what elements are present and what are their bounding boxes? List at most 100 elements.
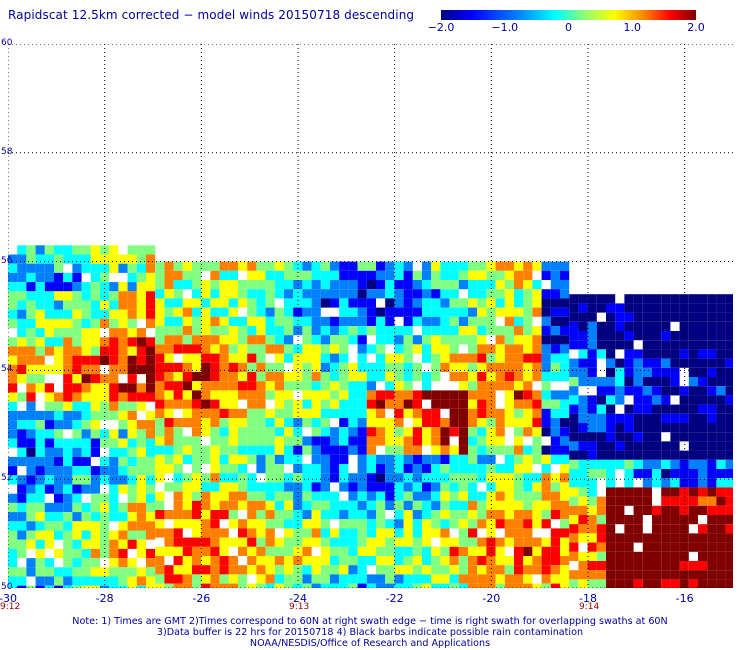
swath-cell	[339, 418, 349, 428]
swath-cell	[477, 270, 487, 280]
swath-cell	[182, 307, 192, 317]
swath-cell	[624, 432, 634, 442]
swath-cell	[596, 377, 606, 387]
swath-cell	[44, 254, 54, 264]
swath-cell	[652, 331, 662, 341]
swath-cell	[385, 436, 395, 446]
swath-cell	[320, 261, 330, 271]
swath-cell	[422, 528, 432, 538]
swath-cell	[422, 418, 432, 428]
swath-cell	[136, 548, 146, 559]
swath-cell	[17, 245, 27, 255]
swath-cell	[127, 539, 137, 549]
swath-cell	[265, 583, 275, 588]
swath-cell	[532, 353, 542, 363]
swath-cell	[182, 500, 192, 510]
swath-cell	[688, 542, 698, 552]
swath-cell	[403, 298, 413, 308]
swath-cell	[670, 533, 680, 543]
swath-cell	[348, 500, 358, 510]
swath-cell	[109, 254, 119, 264]
swath-cell	[81, 300, 91, 310]
swath-cell	[90, 493, 100, 503]
swath-cell	[412, 408, 422, 418]
swath-cell	[72, 254, 82, 264]
swath-cell	[173, 326, 183, 336]
swath-cell	[164, 326, 174, 336]
swath-cell	[256, 381, 266, 391]
swath-cell	[412, 270, 422, 280]
swath-cell	[26, 521, 36, 531]
swath-cell	[578, 395, 588, 405]
swath-cell	[449, 270, 459, 280]
swath-cell	[173, 519, 183, 529]
swath-cell	[247, 270, 257, 280]
swath-cell	[201, 289, 211, 299]
swath-cell	[624, 570, 634, 580]
swath-cell	[366, 408, 376, 418]
swath-cell	[642, 312, 652, 322]
swath-cell	[486, 326, 496, 336]
swath-cell	[504, 482, 514, 492]
swath-cell	[495, 583, 505, 588]
swath-cell	[376, 500, 386, 510]
swath-cell	[146, 254, 156, 264]
swath-cell	[615, 358, 625, 368]
swath-cell	[569, 459, 579, 469]
swath-cell	[458, 298, 468, 308]
swath-cell	[523, 528, 533, 538]
swath-cell	[247, 326, 257, 336]
swath-cell	[155, 491, 165, 501]
swath-cell	[458, 473, 468, 483]
swath-cell	[320, 335, 330, 345]
swath-cell	[661, 570, 671, 580]
swath-cell	[670, 413, 680, 423]
swath-cell	[201, 491, 211, 501]
swath-cell	[44, 263, 54, 273]
swath-cell	[514, 556, 524, 566]
swath-cell	[127, 392, 137, 402]
swath-cell	[228, 418, 238, 428]
swath-cell	[293, 445, 303, 455]
swath-cell	[440, 574, 450, 584]
swath-cell	[716, 450, 726, 460]
swath-cell	[311, 307, 321, 317]
swath-cell	[550, 298, 560, 308]
swath-cell	[394, 454, 404, 464]
swath-cell	[725, 515, 733, 525]
swath-cell	[182, 335, 192, 345]
swath-cell	[90, 438, 100, 448]
swath-cell	[238, 353, 248, 363]
swath-cell	[90, 521, 100, 531]
swath-cell	[431, 316, 441, 326]
swath-cell	[293, 473, 303, 483]
swath-cell	[118, 318, 128, 329]
swath-cell	[560, 473, 570, 483]
swath-cell	[90, 282, 100, 292]
swath-cell	[449, 408, 459, 418]
swath-cell	[155, 528, 165, 538]
swath-cell	[44, 245, 54, 255]
swath-cell	[707, 331, 717, 341]
swath-cell	[716, 404, 726, 414]
swath-cell	[652, 505, 662, 515]
swath-cell	[523, 261, 533, 271]
swath-cell	[514, 445, 524, 455]
swath-cell	[523, 353, 533, 363]
swath-cell	[440, 399, 450, 409]
swath-cell	[228, 399, 238, 409]
swath-cell	[44, 521, 54, 531]
swath-cell	[725, 524, 733, 534]
swath-cell	[100, 438, 110, 448]
swath-cell	[357, 537, 367, 547]
swath-cell	[219, 372, 229, 382]
swath-cell	[523, 574, 533, 584]
swath-cell	[90, 548, 100, 559]
swath-cell	[596, 303, 606, 313]
swath-cell	[596, 413, 606, 423]
swath-cell	[63, 337, 73, 347]
swath-cell	[504, 335, 514, 345]
swath-cell	[330, 399, 340, 409]
swath-cell	[679, 478, 689, 488]
swath-cell	[661, 377, 671, 387]
